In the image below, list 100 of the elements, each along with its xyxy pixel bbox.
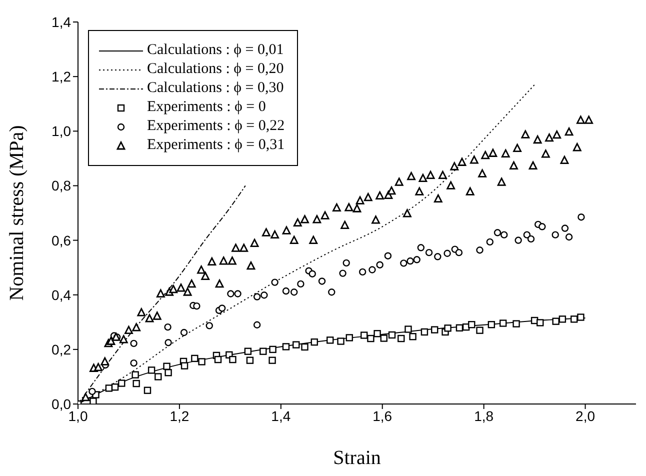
- x-tick-label: 1,8: [474, 408, 494, 424]
- point: [260, 348, 267, 355]
- point: [326, 336, 334, 344]
- x-tick-label: 1,2: [170, 408, 190, 424]
- point: [380, 334, 388, 342]
- point: [268, 356, 276, 364]
- point: [180, 328, 188, 336]
- point: [425, 248, 433, 256]
- point: [132, 371, 139, 378]
- point: [290, 288, 298, 296]
- point: [368, 266, 376, 274]
- point: [118, 380, 126, 387]
- point: [456, 324, 464, 332]
- point: [282, 287, 290, 295]
- point: [229, 356, 236, 364]
- point: [486, 238, 494, 246]
- y-axis-title: Nominal stress (MPa): [6, 125, 28, 301]
- point: [164, 369, 172, 376]
- point: [360, 332, 368, 339]
- point: [444, 250, 451, 257]
- point: [514, 236, 522, 244]
- point: [214, 356, 222, 364]
- point: [227, 290, 234, 298]
- point: [558, 316, 566, 323]
- x-tick-label: 2,0: [576, 408, 596, 424]
- point: [413, 256, 420, 264]
- point: [444, 324, 452, 332]
- point: [374, 330, 381, 338]
- point: [318, 278, 326, 285]
- point: [538, 223, 546, 230]
- point: [388, 331, 396, 339]
- point: [431, 326, 438, 334]
- point: [337, 338, 344, 345]
- point: [434, 253, 442, 260]
- point: [164, 339, 172, 346]
- point: [191, 354, 198, 362]
- point: [367, 334, 374, 342]
- point: [339, 270, 346, 277]
- legend-label: Experiments : ϕ = 0,22: [147, 118, 285, 135]
- point: [494, 229, 502, 236]
- x-tick-label: 1,4: [271, 408, 291, 424]
- point: [260, 292, 268, 299]
- point: [417, 244, 425, 252]
- point: [308, 270, 316, 278]
- point: [565, 233, 573, 241]
- legend-label: Calculations : ϕ = 0,30: [147, 80, 284, 97]
- point: [218, 304, 226, 312]
- point: [297, 280, 304, 288]
- point: [476, 246, 484, 254]
- point: [310, 338, 318, 346]
- point: [570, 316, 578, 323]
- point: [253, 321, 261, 328]
- point: [552, 231, 559, 238]
- point: [376, 261, 384, 268]
- point: [244, 348, 252, 355]
- y-tick-label: 0,4: [52, 286, 72, 303]
- point: [420, 328, 428, 336]
- point: [404, 326, 412, 333]
- x-tick-label: 1,6: [372, 408, 392, 424]
- y-tick-label: 0,8: [52, 178, 72, 194]
- point: [578, 213, 585, 221]
- point: [246, 356, 254, 364]
- y-tick-label: 0,6: [52, 232, 72, 248]
- point: [180, 362, 188, 370]
- point: [292, 341, 300, 348]
- point: [105, 384, 113, 392]
- point: [271, 278, 278, 286]
- legend-label: Experiments : ϕ = 0: [147, 99, 266, 116]
- point: [164, 323, 172, 331]
- point: [342, 259, 350, 267]
- point: [536, 319, 544, 326]
- point: [269, 346, 276, 354]
- point: [346, 334, 353, 342]
- point: [130, 359, 138, 367]
- point: [488, 321, 496, 328]
- point: [148, 366, 156, 374]
- point: [253, 293, 261, 300]
- point: [406, 257, 414, 265]
- y-tick-label: 1,2: [52, 68, 72, 85]
- point: [358, 268, 366, 276]
- point: [577, 314, 584, 321]
- legend-label: Experiments : ϕ = 0,31: [147, 137, 285, 154]
- point: [301, 343, 308, 351]
- point: [398, 334, 405, 342]
- point: [527, 235, 535, 243]
- point: [154, 373, 162, 380]
- point: [476, 326, 484, 334]
- point: [409, 333, 416, 340]
- point: [282, 343, 290, 350]
- point: [111, 383, 119, 391]
- point: [384, 252, 392, 260]
- point: [193, 302, 200, 310]
- point: [552, 318, 560, 325]
- y-tick-label: 1,4: [52, 14, 72, 30]
- point: [400, 260, 408, 267]
- point: [500, 231, 508, 238]
- point: [144, 386, 152, 394]
- point: [499, 320, 507, 327]
- point: [234, 290, 242, 298]
- point: [512, 320, 520, 328]
